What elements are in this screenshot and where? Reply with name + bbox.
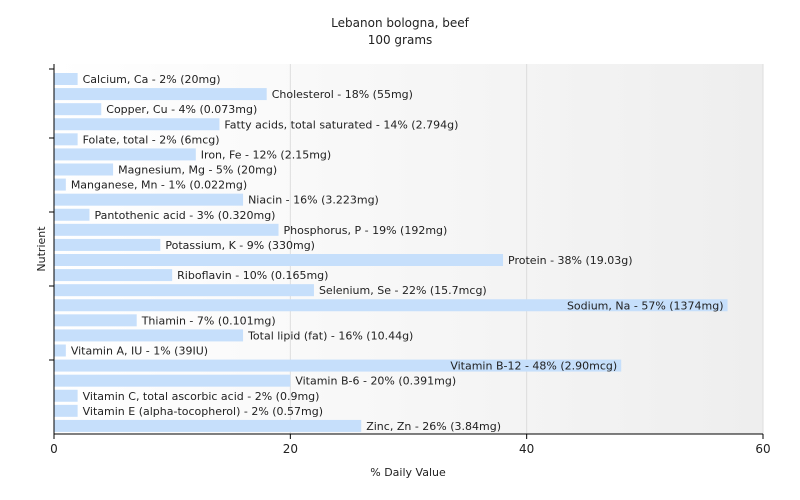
bar-21: [54, 389, 78, 402]
bar-4: [54, 133, 78, 146]
bar-23: [54, 419, 362, 432]
x-tick-label-1: 20: [283, 442, 298, 456]
bar-16: [54, 314, 137, 327]
bar-15: [54, 299, 728, 312]
bar-10: [54, 223, 279, 236]
grid-lines: [289, 64, 764, 434]
chart-title: Lebanon bologna, beef: [331, 16, 469, 30]
bar-label-23: Zinc, Zn - 26% (3.84mg): [366, 420, 501, 433]
bar-label-20: Vitamin B-6 - 20% (0.391mg): [295, 375, 456, 388]
bar-14: [54, 284, 314, 297]
bar-22: [54, 404, 78, 417]
y-axis-label: Nutrient: [35, 226, 48, 272]
chart-subtitle: 100 grams: [368, 33, 433, 47]
bar-label-16: Thiamin - 7% (0.101mg): [141, 314, 276, 327]
bar-label-15: Sodium, Na - 57% (1374mg): [567, 299, 724, 312]
bar-label-10: Phosphorus, P - 19% (192mg): [284, 224, 448, 237]
bar-label-7: Manganese, Mn - 1% (0.022mg): [71, 179, 247, 192]
bar-label-0: Calcium, Ca - 2% (20mg): [83, 73, 221, 86]
bar-17: [54, 329, 244, 342]
bar-18: [54, 344, 66, 357]
bar-label-17: Total lipid (fat) - 16% (10.44g): [247, 329, 413, 342]
bar-6: [54, 163, 114, 176]
x-tick-label-0: 0: [50, 442, 58, 456]
bar-5: [54, 148, 196, 161]
bar-20: [54, 374, 291, 387]
bar-19: [54, 359, 622, 372]
bar-label-12: Protein - 38% (19.03g): [508, 254, 633, 267]
bar-11: [54, 238, 161, 251]
bar-label-11: Potassium, K - 9% (330mg): [165, 239, 315, 252]
bar-8: [54, 193, 244, 206]
bar-label-2: Copper, Cu - 4% (0.073mg): [106, 103, 257, 116]
x-axis-label: % Daily Value: [370, 466, 446, 479]
bar-label-19: Vitamin B-12 - 48% (2.90mcg): [450, 360, 617, 373]
bar-9: [54, 208, 90, 221]
bar-label-9: Pantothenic acid - 3% (0.320mg): [94, 209, 275, 222]
x-tick-label-3: 60: [755, 442, 770, 456]
bars-group: Calcium, Ca - 2% (20mg) Cholesterol - 18%…: [54, 73, 728, 433]
bar-label-8: Niacin - 16% (3.223mg): [248, 194, 379, 207]
bar-2: [54, 103, 102, 116]
bar-label-6: Magnesium, Mg - 5% (20mg): [118, 164, 277, 177]
axes-group: 0 20 40 60: [49, 64, 771, 456]
bar-label-5: Iron, Fe - 12% (2.15mg): [201, 148, 331, 161]
bar-1: [54, 88, 267, 101]
bar-label-3: Fatty acids, total saturated - 14% (2.79…: [224, 118, 458, 131]
bar-13: [54, 269, 173, 282]
bar-label-13: Riboflavin - 10% (0.165mg): [177, 269, 328, 282]
bar-label-1: Cholesterol - 18% (55mg): [272, 88, 413, 101]
bar-0: [54, 73, 78, 85]
bar-label-14: Selenium, Se - 22% (15.7mcg): [319, 284, 487, 297]
bar-label-22: Vitamin E (alpha-tocopherol) - 2% (0.57m…: [83, 405, 323, 418]
bar-7: [54, 178, 66, 191]
bar-label-21: Vitamin C, total ascorbic acid - 2% (0.9…: [83, 390, 320, 403]
bar-label-18: Vitamin A, IU - 1% (39IU): [71, 345, 208, 358]
bar-12: [54, 254, 504, 266]
bar-label-4: Folate, total - 2% (6mcg): [83, 133, 220, 146]
x-tick-label-2: 40: [519, 442, 534, 456]
bar-3: [54, 118, 220, 131]
